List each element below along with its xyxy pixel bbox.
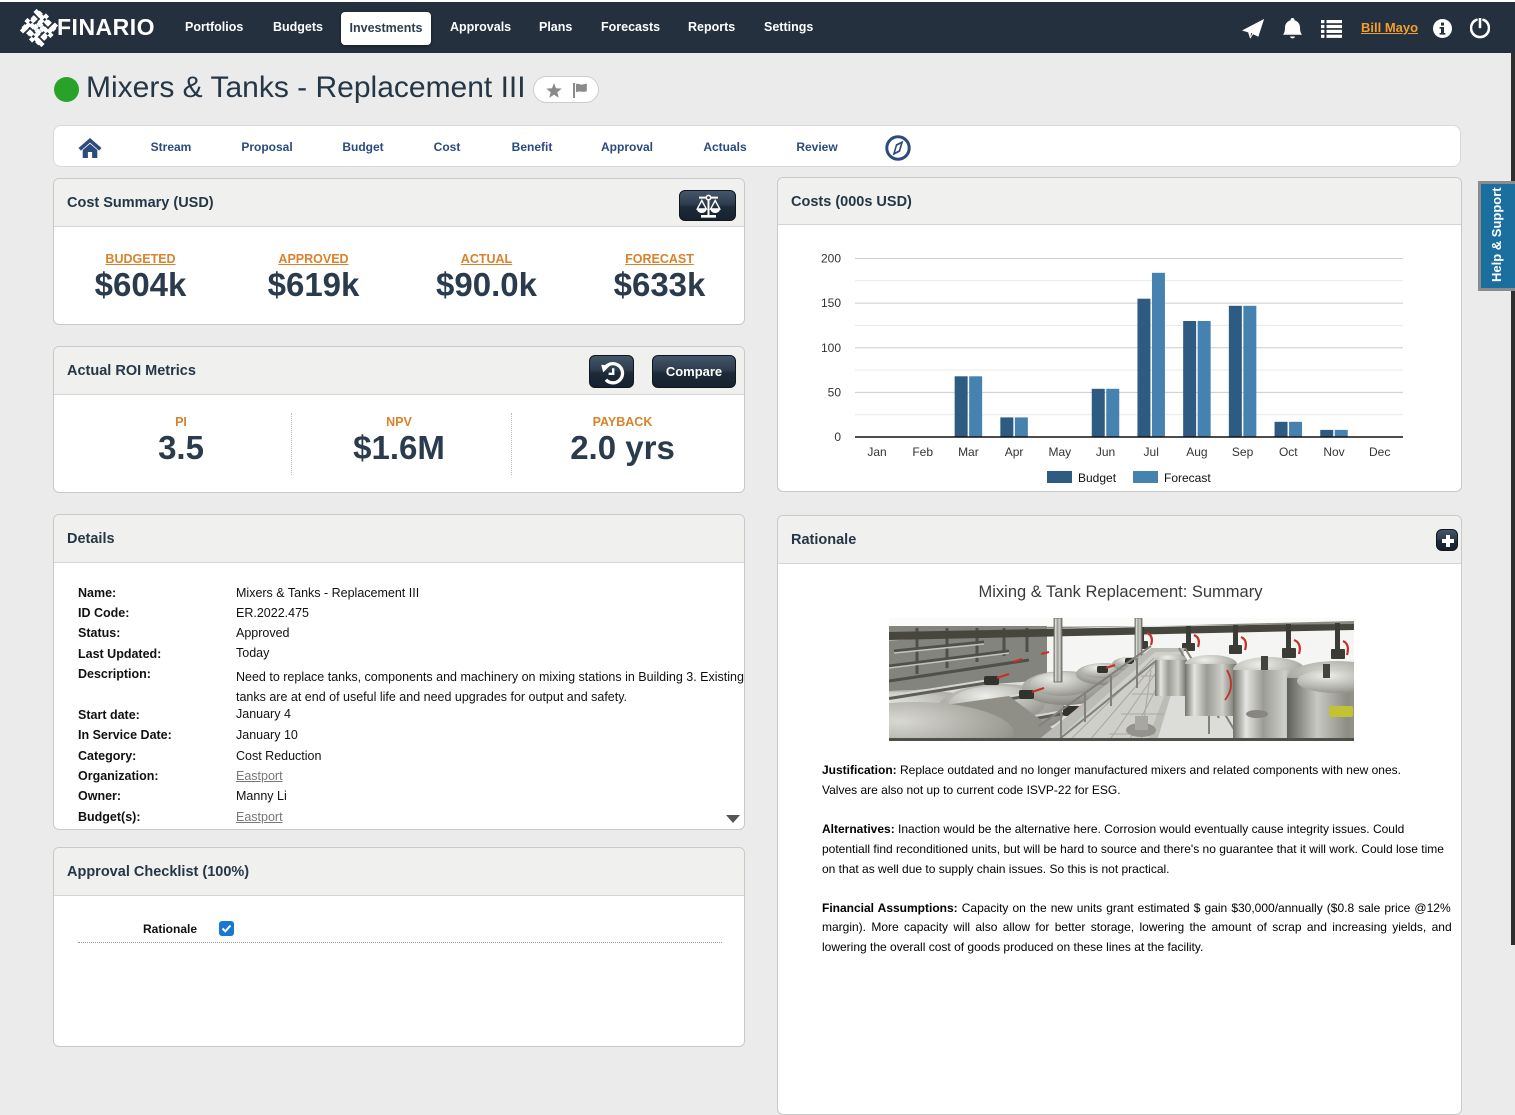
svg-text:Aug: Aug [1186,445,1207,459]
svg-text:200: 200 [821,252,841,266]
svg-text:Budget: Budget [1078,471,1117,485]
svg-text:Forecast: Forecast [1164,471,1211,485]
svg-text:Feb: Feb [912,445,933,459]
svg-text:Jul: Jul [1144,445,1159,459]
svg-text:Apr: Apr [1005,445,1024,459]
svg-text:150: 150 [821,296,841,310]
svg-text:Oct: Oct [1279,445,1298,459]
svg-text:Jan: Jan [867,445,886,459]
svg-text:Sep: Sep [1232,445,1254,459]
svg-text:May: May [1048,445,1071,459]
svg-text:50: 50 [828,385,842,399]
svg-text:Nov: Nov [1323,445,1344,459]
svg-text:Mar: Mar [958,445,979,459]
svg-text:Dec: Dec [1369,445,1390,459]
svg-text:100: 100 [821,341,841,355]
svg-text:0: 0 [834,430,841,444]
svg-text:Jun: Jun [1096,445,1115,459]
